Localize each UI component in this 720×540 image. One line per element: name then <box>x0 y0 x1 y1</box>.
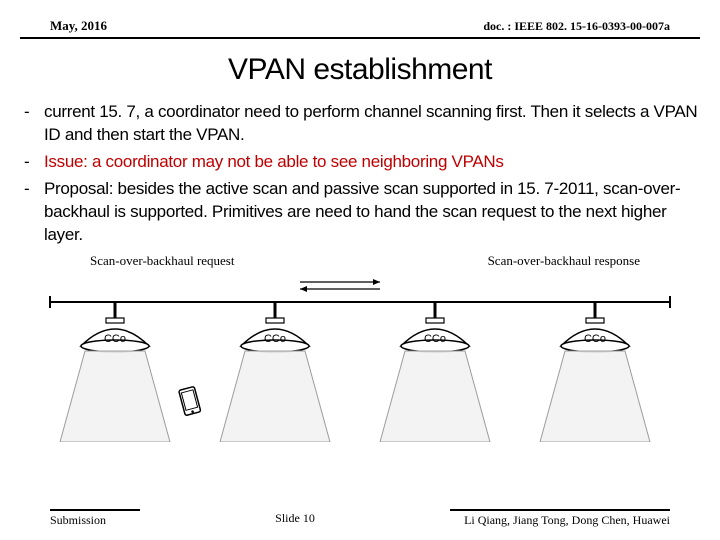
page-title: VPAN establishment <box>20 53 700 87</box>
bullet-text: Issue: a coordinator may not be able to … <box>44 151 698 174</box>
bullet-item: -Proposal: besides the active scan and p… <box>22 178 698 247</box>
diagram: CCo CCo CCo CCo <box>20 267 700 442</box>
footer-right: Li Qiang, Jiang Tong, Dong Chen, Huawei <box>450 509 670 528</box>
svg-text:CCo: CCo <box>424 333 446 345</box>
bullet-dash: - <box>22 101 44 147</box>
slide-footer: Submission Slide 10 Li Qiang, Jiang Tong… <box>20 509 700 528</box>
header-doc: doc. : IEEE 802. 15-16-0393-00-007a <box>483 19 670 34</box>
bullet-text: Proposal: besides the active scan and pa… <box>44 178 698 247</box>
svg-text:CCo: CCo <box>264 333 286 345</box>
bullet-list: -current 15. 7, a coordinator need to pe… <box>20 101 700 247</box>
footer-center: Slide 10 <box>275 509 315 526</box>
header-date: May, 2016 <box>50 18 107 34</box>
bullet-item: -current 15. 7, a coordinator need to pe… <box>22 101 698 147</box>
bullet-dash: - <box>22 178 44 247</box>
bullet-dash: - <box>22 151 44 174</box>
slide-header: May, 2016 doc. : IEEE 802. 15-16-0393-00… <box>20 18 700 39</box>
svg-text:CCo: CCo <box>104 333 126 345</box>
svg-text:CCo: CCo <box>584 333 606 345</box>
bullet-text: current 15. 7, a coordinator need to per… <box>44 101 698 147</box>
bullet-item: -Issue: a coordinator may not be able to… <box>22 151 698 174</box>
diagram-svg: CCo CCo CCo CCo <box>20 267 700 442</box>
footer-left: Submission <box>50 509 140 528</box>
